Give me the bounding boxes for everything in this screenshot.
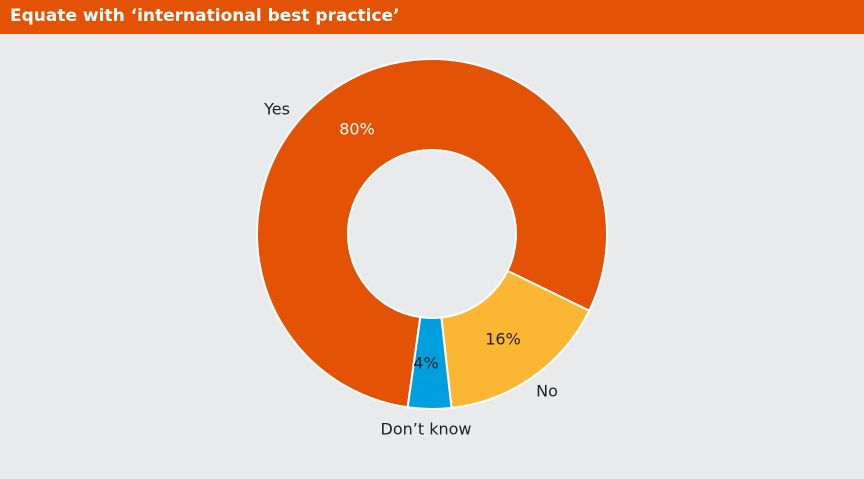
donut-slice — [406, 316, 453, 410]
donut-slice — [256, 58, 608, 409]
value-label: 4% — [413, 354, 438, 373]
chart-title: Equate with ‘international best practice… — [10, 6, 400, 26]
category-label: Don’t know — [381, 420, 472, 439]
value-label: 16% — [485, 330, 521, 349]
value-label: 80% — [339, 120, 375, 139]
category-label: Yes — [263, 100, 290, 119]
title-bar: Equate with ‘international best practice… — [0, 0, 864, 34]
category-label: No — [536, 382, 558, 401]
